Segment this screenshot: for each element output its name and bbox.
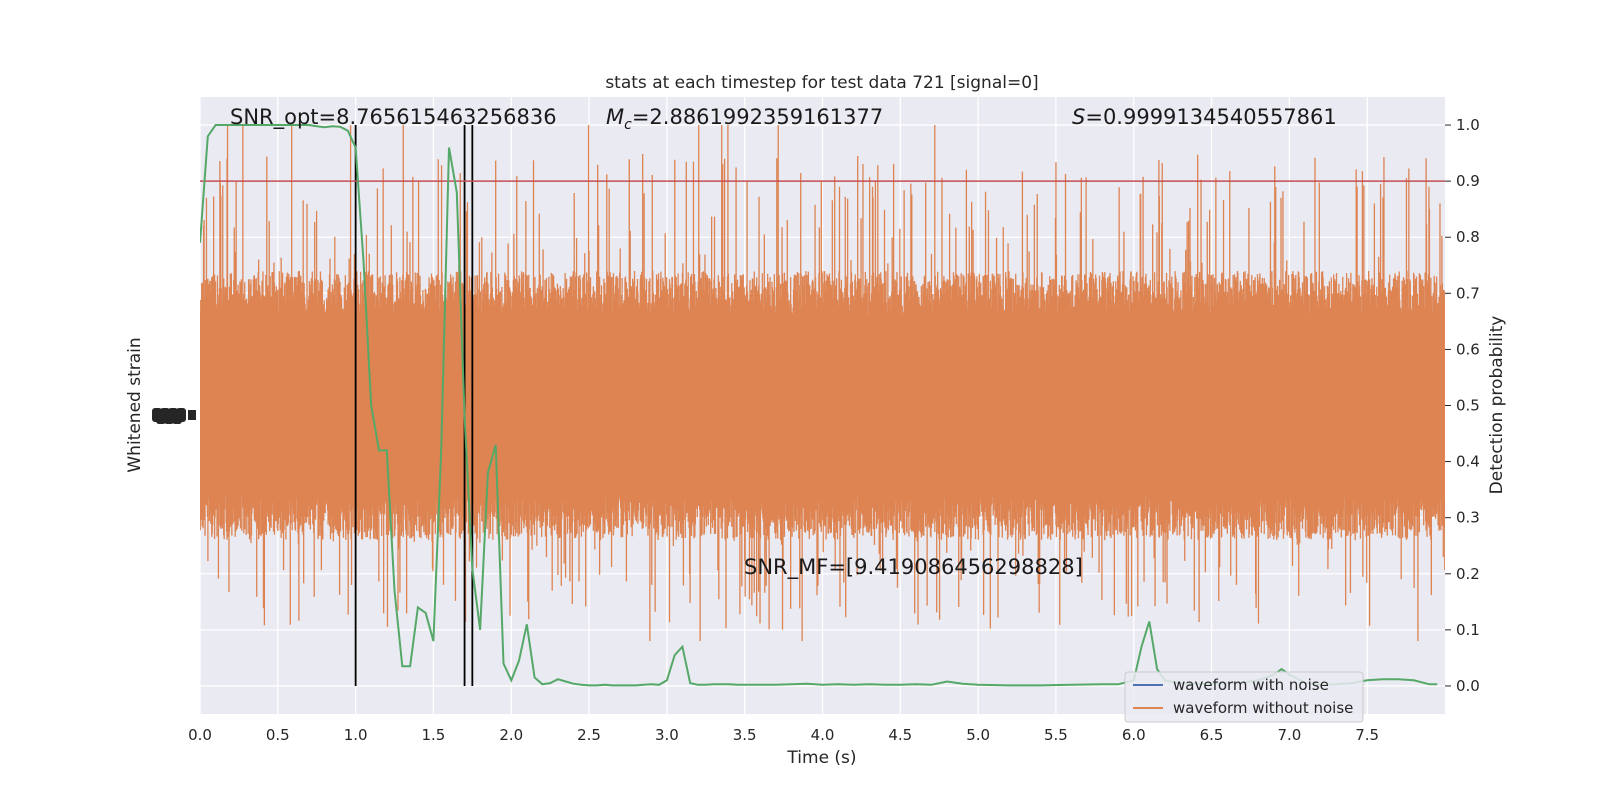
x-tick-label: 4.5 bbox=[888, 726, 912, 744]
x-tick-label: 6.5 bbox=[1200, 726, 1224, 744]
y-tick-label: 0.5 bbox=[1456, 397, 1480, 415]
chirp-mass-annotation: Mc=2.8861992359161377 bbox=[606, 105, 883, 133]
y-tick-label: 0.2 bbox=[1456, 565, 1480, 583]
y-tick-label: 0.8 bbox=[1456, 228, 1480, 246]
legend-label-clean: waveform without noise bbox=[1173, 699, 1353, 717]
x-tick-label: 1.0 bbox=[344, 726, 368, 744]
snr-mf-annotation: SNR_MF=[9.419086456298828] bbox=[744, 555, 1083, 580]
x-tick-label: 2.0 bbox=[499, 726, 523, 744]
y-left-tick-glyph bbox=[188, 410, 196, 420]
x-tick-label: 4.0 bbox=[811, 726, 835, 744]
x-tick-label: 0.0 bbox=[188, 726, 212, 744]
x-axis-label: Time (s) bbox=[786, 748, 856, 768]
s-annotation: S=0.9999134540557861 bbox=[1072, 105, 1337, 129]
x-tick-label: 1.5 bbox=[422, 726, 446, 744]
chart-title: stats at each timestep for test data 721… bbox=[605, 73, 1038, 93]
legend-label-noise: waveform with noise bbox=[1173, 676, 1329, 694]
legend: waveform with noise waveform without noi… bbox=[1124, 671, 1364, 723]
x-tick-label: 3.5 bbox=[733, 726, 757, 744]
legend-box bbox=[1124, 671, 1364, 723]
y-axis-right-label: Detection probability bbox=[1487, 316, 1507, 495]
x-axis-ticks: 0.0 0.5 1.0 1.5 2.0 2.5 3.0 3.5 4.0 4.5 5.0 5.5 6.0 6… bbox=[188, 726, 1379, 744]
strain-series-clean bbox=[200, 125, 1445, 642]
x-tick-label: 2.5 bbox=[577, 726, 601, 744]
snr-opt-annotation: SNR_opt=8.765615463256836 bbox=[230, 105, 557, 130]
x-tick-label: 6.0 bbox=[1122, 726, 1146, 744]
y-tick-label: 0.7 bbox=[1456, 284, 1480, 302]
y-left-tick-glyph bbox=[176, 408, 186, 422]
x-tick-label: 7.5 bbox=[1355, 726, 1379, 744]
y-tick-label: 0.3 bbox=[1456, 509, 1480, 527]
y-tick-label: 0.0 bbox=[1456, 677, 1480, 695]
x-tick-label: 7.0 bbox=[1277, 726, 1301, 744]
y-axis-right-ticks: 0.0 0.1 0.2 0.3 0.4 0.5 0.6 0.7 0.8 0.9 1.0 bbox=[1445, 116, 1480, 695]
y-axis-left-label: Whitened strain bbox=[125, 337, 145, 472]
y-axis-left-ticks bbox=[152, 408, 196, 424]
x-tick-label: 3.0 bbox=[655, 726, 679, 744]
x-tick-label: 5.0 bbox=[966, 726, 990, 744]
x-tick-label: 5.5 bbox=[1044, 726, 1068, 744]
x-tick-label: 0.5 bbox=[266, 726, 290, 744]
y-tick-label: 0.9 bbox=[1456, 172, 1480, 190]
strain-core-band bbox=[200, 315, 1445, 496]
y-tick-label: 0.1 bbox=[1456, 621, 1480, 639]
y-tick-label: 0.4 bbox=[1456, 453, 1480, 471]
y-tick-label: 0.6 bbox=[1456, 340, 1480, 358]
y-tick-label: 1.0 bbox=[1456, 116, 1480, 134]
